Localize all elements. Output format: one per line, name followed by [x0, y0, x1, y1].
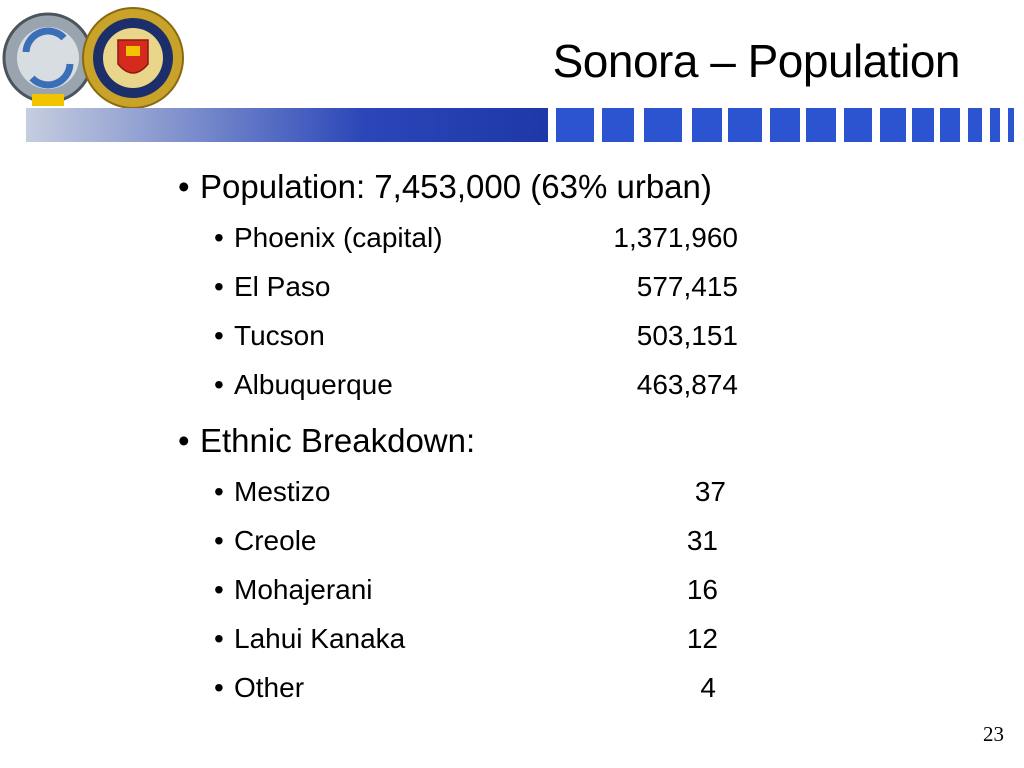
list-item: • Tucson	[214, 320, 325, 351]
city-population: 503,151	[636, 320, 738, 351]
ethnic-percent: 37	[694, 476, 726, 507]
list-item: • Mestizo	[214, 476, 331, 507]
list-item: • El Paso	[214, 271, 331, 302]
population-heading: • Population: 7,453,000 (63% urban)	[178, 168, 712, 205]
slide-title: Sonora – Population	[552, 35, 961, 87]
city-population: 577,415	[636, 271, 738, 302]
ethnic-percent: 31	[686, 525, 718, 556]
list-item: • Albuquerque	[214, 369, 393, 400]
ethnic-percent: 16	[686, 574, 718, 605]
list-item: • Mohajerani	[214, 574, 373, 605]
ethnic-percent: 12	[686, 623, 718, 654]
city-population: 1,371,960	[613, 222, 738, 253]
bullet: •	[178, 168, 190, 205]
ethnic-percent: 4	[700, 672, 716, 703]
mpat-logo	[2, 12, 94, 106]
list-item: • Creole	[214, 525, 317, 556]
page-number: 23	[983, 722, 1004, 746]
bullet: •	[178, 422, 190, 459]
header-band	[26, 108, 1024, 142]
list-item: • Phoenix (capital)	[214, 222, 443, 253]
list-item: • Other	[214, 672, 305, 703]
city-population: 463,874	[636, 369, 738, 400]
ethnic-heading: • Ethnic Breakdown:	[178, 422, 476, 459]
list-item: • Lahui Kanaka	[214, 623, 406, 654]
